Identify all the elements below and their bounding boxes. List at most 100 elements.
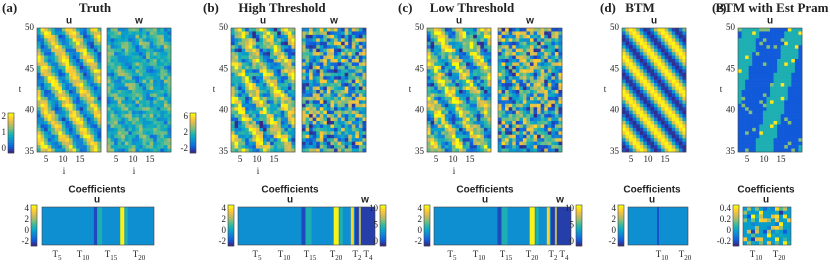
- heat-cell: [62, 131, 66, 135]
- heat-cell: [94, 73, 98, 77]
- heat-cell: [537, 100, 541, 104]
- heat-cell: [672, 59, 676, 63]
- heat-cell: [544, 73, 548, 77]
- heat-cell: [306, 121, 310, 125]
- heat-cell: [263, 80, 267, 84]
- heat-cell: [270, 73, 274, 77]
- heat-cell: [477, 104, 481, 108]
- heat-cell: [87, 118, 91, 122]
- heat-cell: [647, 42, 651, 46]
- coef-stripe: [301, 207, 305, 245]
- heat-cell: [164, 62, 168, 66]
- heat-cell: [51, 100, 55, 104]
- colorbar-cell: [8, 139, 14, 141]
- heat-cell: [143, 62, 147, 66]
- heat-cell: [427, 100, 431, 104]
- heat-cell: [284, 90, 288, 94]
- heat-cell: [143, 131, 147, 135]
- heat-cell: [643, 118, 647, 122]
- heat-cell: [427, 97, 431, 101]
- heat-cell: [157, 49, 161, 53]
- heat-cell: [277, 93, 281, 97]
- heat-cell: [759, 42, 763, 46]
- heat-cell: [69, 131, 73, 135]
- heat-cell: [62, 28, 66, 32]
- heat-cell: [37, 28, 41, 32]
- heat-cell: [114, 121, 118, 125]
- heat-cell: [480, 135, 484, 139]
- heat-cell: [526, 69, 530, 73]
- heat-cell: [480, 107, 484, 111]
- heat-cell: [672, 100, 676, 104]
- heat-cell: [157, 69, 161, 73]
- heat-cell: [73, 131, 77, 135]
- heat-cell: [448, 107, 452, 111]
- heat-cell: [69, 135, 73, 139]
- heat-cell: [118, 76, 122, 80]
- heat-cell: [338, 131, 342, 135]
- heat-cell: [111, 76, 115, 80]
- colorbar-cell: [228, 240, 234, 242]
- heat-cell: [252, 100, 256, 104]
- heat-cell: [327, 124, 331, 128]
- heat-cell: [58, 131, 62, 135]
- heat-cell: [455, 31, 459, 35]
- heat-cell: [281, 31, 285, 35]
- heat-cell: [661, 80, 665, 84]
- heat-cell: [530, 135, 534, 139]
- heat-cell: [544, 38, 548, 42]
- heat-cell: [330, 56, 334, 60]
- heat-cell: [530, 142, 534, 146]
- heat-cell: [313, 114, 317, 118]
- heat-cell: [359, 42, 363, 46]
- heat-cell: [107, 31, 111, 35]
- heat-cell: [160, 124, 164, 128]
- heat-cell: [505, 93, 509, 97]
- heat-cell: [139, 66, 143, 70]
- heat-cell: [37, 62, 41, 66]
- heat-cell: [284, 131, 288, 135]
- heat-cell: [355, 131, 359, 135]
- heat-cell: [654, 76, 658, 80]
- heat-cell: [530, 121, 534, 125]
- heat-cell: [245, 49, 249, 53]
- heat-cell: [654, 124, 658, 128]
- heat-cell: [267, 35, 271, 39]
- colorbar-cell: [424, 205, 430, 207]
- heat-cell: [633, 45, 637, 49]
- heat-cell: [44, 59, 48, 63]
- heat-cell: [150, 124, 154, 128]
- heat-cell: [330, 35, 334, 39]
- heat-cell: [37, 66, 41, 70]
- heat-cell: [636, 31, 640, 35]
- heat-cell: [774, 28, 778, 32]
- heat-cell: [281, 28, 285, 32]
- heat-cell: [44, 69, 48, 73]
- heat-cell: [484, 100, 488, 104]
- heat-cell: [622, 124, 626, 128]
- heat-cell: [675, 49, 679, 53]
- heat-cell: [544, 128, 548, 132]
- heat-cell: [58, 62, 62, 66]
- heat-cell: [548, 145, 552, 149]
- heat-cell: [242, 135, 246, 139]
- heat-cell: [665, 59, 669, 63]
- colorbar-cell: [380, 217, 386, 219]
- heat-cell: [143, 124, 147, 128]
- heat-cell: [519, 62, 523, 66]
- heat-cell: [348, 145, 352, 149]
- heat-cell: [80, 111, 84, 115]
- heat-cell: [235, 131, 239, 135]
- heat-cell: [73, 87, 77, 91]
- heat-cell: [431, 131, 435, 135]
- heat-cell: [284, 59, 288, 63]
- heat-cell: [523, 90, 527, 94]
- heat-cell: [526, 62, 530, 66]
- heat-cell: [661, 62, 665, 66]
- heat-cell: [530, 49, 534, 53]
- heat-cell: [509, 80, 513, 84]
- heat-cell: [281, 80, 285, 84]
- heat-cell: [534, 31, 538, 35]
- heat-cell: [143, 52, 147, 56]
- heat-cell: [302, 87, 306, 91]
